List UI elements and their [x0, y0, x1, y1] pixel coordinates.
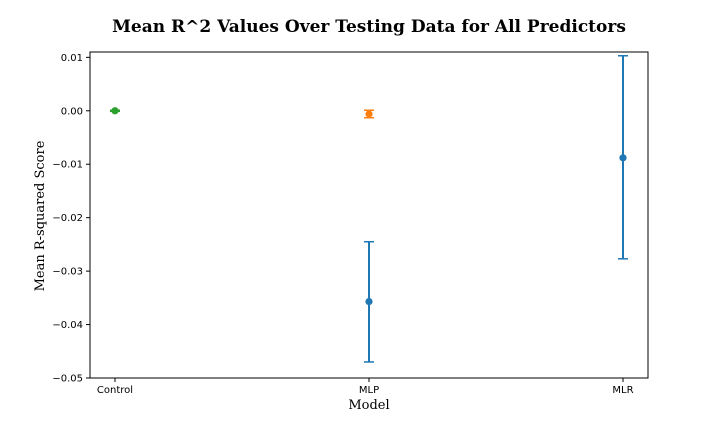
y-tick-label: −0.03 [52, 267, 83, 278]
data-point [619, 154, 627, 162]
x-tick-label: MLR [612, 385, 633, 396]
y-axis-label: Mean R-squared Score [33, 140, 48, 291]
data-point [111, 107, 119, 115]
y-tick-label: −0.02 [52, 213, 83, 224]
x-tick-label: Control [97, 385, 133, 396]
y-tick-label: 0.01 [61, 53, 83, 64]
x-axis: Control MLP MLR [97, 378, 634, 396]
y-tick-label: −0.04 [52, 320, 83, 331]
x-axis-label: Model [348, 398, 389, 413]
y-axis: 0.01 0.00 −0.01 −0.02 −0.03 −0.04 −0.05 [52, 53, 90, 385]
y-tick-label: 0.00 [61, 106, 83, 117]
plot-marks [110, 54, 628, 363]
x-tick-label: MLP [359, 385, 379, 396]
chart-title: Mean R^2 Values Over Testing Data for Al… [112, 17, 626, 37]
data-point [365, 110, 373, 118]
plot-frame [89, 51, 649, 379]
y-tick-label: −0.01 [52, 160, 83, 171]
data-point [365, 297, 373, 306]
y-tick-label: −0.05 [52, 374, 83, 385]
